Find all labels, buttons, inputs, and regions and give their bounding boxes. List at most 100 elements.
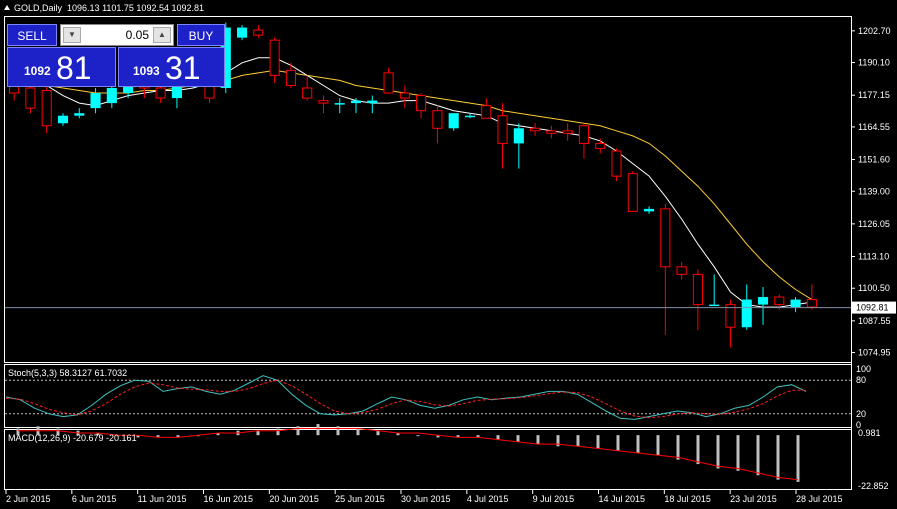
macd-tick-label: 0.981	[858, 428, 881, 438]
ma-slow-line	[14, 69, 813, 301]
candle	[725, 299, 736, 348]
macd-hist-bar	[516, 435, 520, 442]
macd-hist-bar	[676, 435, 680, 460]
ask-price-pips: 31	[165, 50, 201, 86]
candle	[578, 123, 589, 159]
ask-price-prefix: 1093	[133, 64, 160, 78]
collapse-triangle-icon[interactable]	[4, 5, 10, 10]
lot-decrease-icon[interactable]: ▼	[63, 27, 81, 43]
candle-body	[530, 127, 541, 132]
macd-hist-bar	[616, 435, 620, 451]
lot-size-value[interactable]: 0.05	[125, 28, 149, 42]
stoch-window-frame	[4, 364, 852, 428]
one-click-trading-panel: SELL ▼ 0.05 ▲ BUY 1092 81 1093 31	[7, 23, 225, 87]
candle	[627, 171, 638, 212]
macd-hist-bar	[336, 426, 340, 436]
bid-price-pips: 81	[56, 50, 92, 86]
candle	[399, 85, 410, 109]
candle-body	[790, 299, 801, 308]
candle-body	[432, 110, 443, 129]
candle-body	[155, 87, 166, 99]
candle-body	[74, 113, 85, 116]
lot-size-stepper[interactable]: ▼ 0.05 ▲	[60, 24, 174, 46]
macd-hist-bar	[176, 435, 180, 438]
bid-price-button[interactable]: 1092 81	[7, 47, 116, 87]
lot-increase-icon[interactable]: ▲	[153, 27, 171, 43]
candle-body	[481, 105, 492, 119]
ma-fast-path	[14, 57, 812, 308]
candle-body	[595, 142, 606, 149]
price-tick-label: 1139.00	[858, 186, 890, 196]
macd-hist-bar	[296, 426, 300, 436]
stoch-main-line	[5, 375, 807, 420]
candle-body	[57, 115, 69, 124]
candle-body	[741, 299, 752, 328]
stoch-tick-label: 100	[856, 364, 871, 374]
candle	[611, 148, 622, 182]
candle-body	[660, 208, 671, 268]
candle-body	[627, 173, 638, 212]
candle	[25, 82, 36, 114]
price-axis: 1202.70 1190.10 1177.15 1164.55 1151.60 1139.…	[851, 26, 891, 358]
candle	[757, 286, 769, 325]
macd-signal-line	[18, 428, 799, 481]
price-tick-label: 1074.95	[858, 348, 891, 358]
candle-body	[106, 88, 117, 104]
ma-slow-path	[14, 69, 813, 301]
candle-body	[676, 266, 687, 275]
candle	[790, 297, 801, 313]
candle	[383, 67, 394, 94]
price-tick-label: 1164.55	[858, 122, 890, 132]
price-tick-label: 1087.55	[858, 316, 891, 326]
time-tick-label: 14 Jul 2015	[599, 494, 646, 504]
price-tick-label: 1151.60	[858, 155, 890, 165]
macd-hist-bar	[256, 430, 260, 436]
chart-title: GOLD,Daily 1096.13 1101.75 1092.54 1092.…	[4, 3, 204, 13]
sell-button[interactable]: SELL	[7, 24, 57, 46]
candle-body	[41, 90, 52, 127]
candle	[237, 25, 248, 41]
price-tick-label: 1202.70	[858, 26, 891, 36]
price-tick-label: 1177.15	[858, 90, 890, 100]
candle	[90, 88, 101, 114]
candle	[57, 113, 69, 126]
candle	[74, 108, 85, 119]
bid-price-prefix: 1092	[24, 64, 51, 78]
macd-tick-label: -22.852	[858, 481, 889, 491]
macd-hist-bar	[596, 435, 600, 449]
candle-body	[513, 128, 524, 144]
candle-body	[416, 95, 427, 112]
macd-hist-bar	[216, 432, 220, 436]
candle	[481, 98, 492, 119]
ask-price-button[interactable]: 1093 31	[118, 47, 225, 87]
candle	[302, 75, 313, 101]
macd-hist-bar	[396, 432, 400, 436]
macd-hist-bar	[136, 435, 140, 438]
candle-body	[350, 100, 362, 104]
candle	[709, 274, 720, 307]
candle-body	[237, 27, 248, 38]
time-tick-label: 6 Jun 2015	[72, 494, 117, 504]
candle-body	[302, 87, 313, 99]
stoch-tick-label: 20	[856, 409, 866, 419]
macd-hist-bar	[796, 435, 800, 482]
macd-hist-bar	[276, 428, 280, 436]
macd-hist-bar	[636, 435, 640, 453]
stoch-tick-label: 0	[856, 420, 861, 430]
macd-hist-bar	[696, 435, 700, 465]
stoch-tick-label: 80	[856, 375, 866, 385]
candle-body	[644, 208, 655, 212]
candle	[350, 98, 362, 114]
buy-button[interactable]: BUY	[177, 24, 225, 46]
ohlc-readout: 1096.13 1101.75 1092.54 1092.81	[67, 3, 204, 13]
candle-body	[269, 39, 280, 76]
candle	[253, 25, 264, 38]
price-tick-label: 1113.10	[858, 251, 889, 261]
time-tick-label: 25 Jun 2015	[335, 494, 385, 504]
candle	[220, 22, 231, 94]
candle-body	[757, 297, 769, 305]
candle	[513, 123, 524, 169]
macd-hist-bar	[56, 428, 60, 436]
macd-hist-bar	[656, 435, 660, 456]
macd-hist-bar	[496, 435, 500, 440]
